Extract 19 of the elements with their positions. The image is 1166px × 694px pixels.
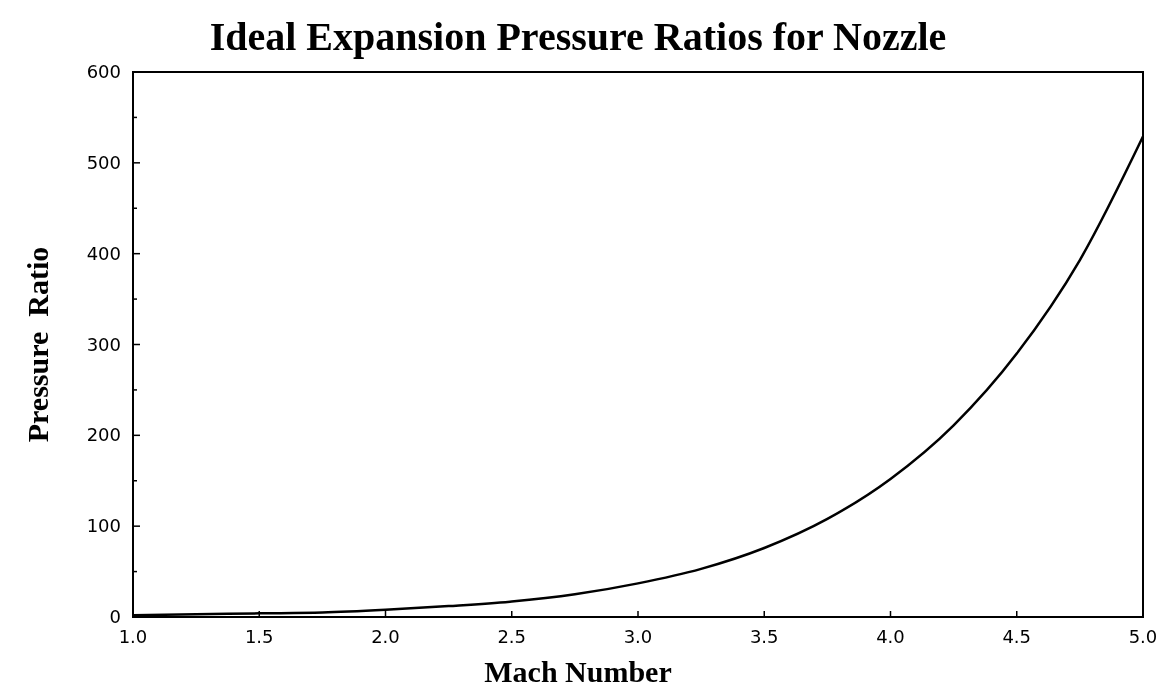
x-tick-label: 4.5 bbox=[1002, 626, 1032, 647]
x-tick-label: 5.0 bbox=[1128, 626, 1158, 647]
x-tick-label: 3.0 bbox=[623, 626, 653, 647]
x-tick-label: 1.5 bbox=[244, 626, 274, 647]
y-tick-label: 600 bbox=[86, 61, 121, 82]
y-tick-label: 500 bbox=[86, 151, 121, 173]
y-axis-title: Pressure Ratio bbox=[21, 246, 54, 443]
x-tick-label: 4.0 bbox=[876, 626, 905, 647]
x-tick-label: 3.5 bbox=[749, 626, 779, 647]
y-tick-label: 300 bbox=[86, 333, 121, 355]
chart-title: Ideal Expansion Pressure Ratios for Nozzle bbox=[209, 14, 947, 59]
y-tick-label: 0 bbox=[109, 606, 121, 627]
x-tick-label: 2.0 bbox=[371, 626, 400, 647]
y-tick-label: 100 bbox=[86, 515, 121, 537]
y-tick-label: 400 bbox=[86, 242, 121, 264]
y-tick-label: 200 bbox=[86, 424, 121, 446]
x-tick-label: 2.5 bbox=[497, 626, 527, 647]
x-tick-label: 1.0 bbox=[118, 626, 148, 647]
x-axis-title: Mach Number bbox=[484, 655, 672, 688]
